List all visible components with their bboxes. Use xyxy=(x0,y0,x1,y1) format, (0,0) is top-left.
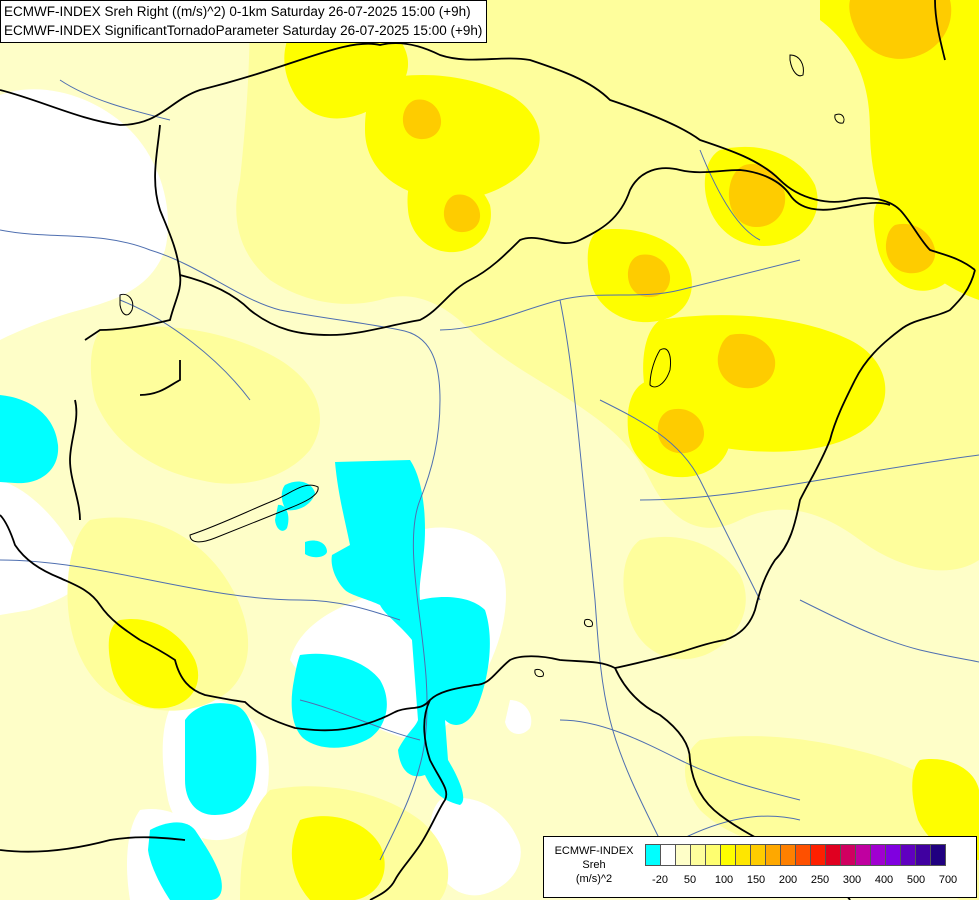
legend-title-model: ECMWF-INDEX xyxy=(554,845,634,857)
legend-swatch xyxy=(885,844,901,866)
lakes xyxy=(119,54,845,678)
legend-tick-label: -20 xyxy=(652,874,668,886)
legend-ticks: -20 50 100 150 200 250 300 400 500 700 xyxy=(645,874,975,890)
legend-swatch xyxy=(915,844,931,866)
legend-swatch xyxy=(660,844,676,866)
legend-tick-label: 100 xyxy=(714,874,734,886)
legend-swatch xyxy=(780,844,796,866)
legend-tick-label: 500 xyxy=(906,874,926,886)
legend-swatch xyxy=(690,844,706,866)
legend-title: ECMWF-INDEX Sreh (m/s)^2 xyxy=(544,844,644,886)
legend-swatch xyxy=(840,844,856,866)
legend-swatch xyxy=(870,844,886,866)
legend-swatches xyxy=(645,844,946,866)
legend-swatch xyxy=(705,844,721,866)
legend-swatch xyxy=(825,844,841,866)
legend-title-unit: (m/s)^2 xyxy=(575,873,613,885)
legend-title-param: Sreh xyxy=(582,859,606,871)
legend-swatch xyxy=(930,844,946,866)
title-line-1: ECMWF-INDEX Sreh Right ((m/s)^2) 0-1km S… xyxy=(4,4,471,19)
legend-swatch xyxy=(810,844,826,866)
legend-swatch xyxy=(735,844,751,866)
legend-swatch xyxy=(645,844,661,866)
legend-swatch xyxy=(795,844,811,866)
legend-tick-label: 300 xyxy=(842,874,862,886)
legend-tick-label: 700 xyxy=(938,874,958,886)
white-field xyxy=(0,89,532,900)
legend-swatch xyxy=(750,844,766,866)
legend: ECMWF-INDEX Sreh (m/s)^2 -20 50 100 150 200 2… xyxy=(543,836,977,898)
legend-tick-label: 250 xyxy=(810,874,830,886)
legend-swatch xyxy=(900,844,916,866)
legend-swatch xyxy=(765,844,781,866)
legend-tick-label: 50 xyxy=(683,874,697,886)
legend-tick-label: 400 xyxy=(874,874,894,886)
legend-swatch xyxy=(855,844,871,866)
legend-swatch xyxy=(675,844,691,866)
title-line-2: ECMWF-INDEX SignificantTornadoParameter … xyxy=(4,23,483,38)
legend-tick-label: 150 xyxy=(746,874,766,886)
map-title-box: ECMWF-INDEX Sreh Right ((m/s)^2) 0-1km S… xyxy=(0,0,488,43)
legend-tick-label: 200 xyxy=(778,874,798,886)
legend-swatch xyxy=(720,844,736,866)
